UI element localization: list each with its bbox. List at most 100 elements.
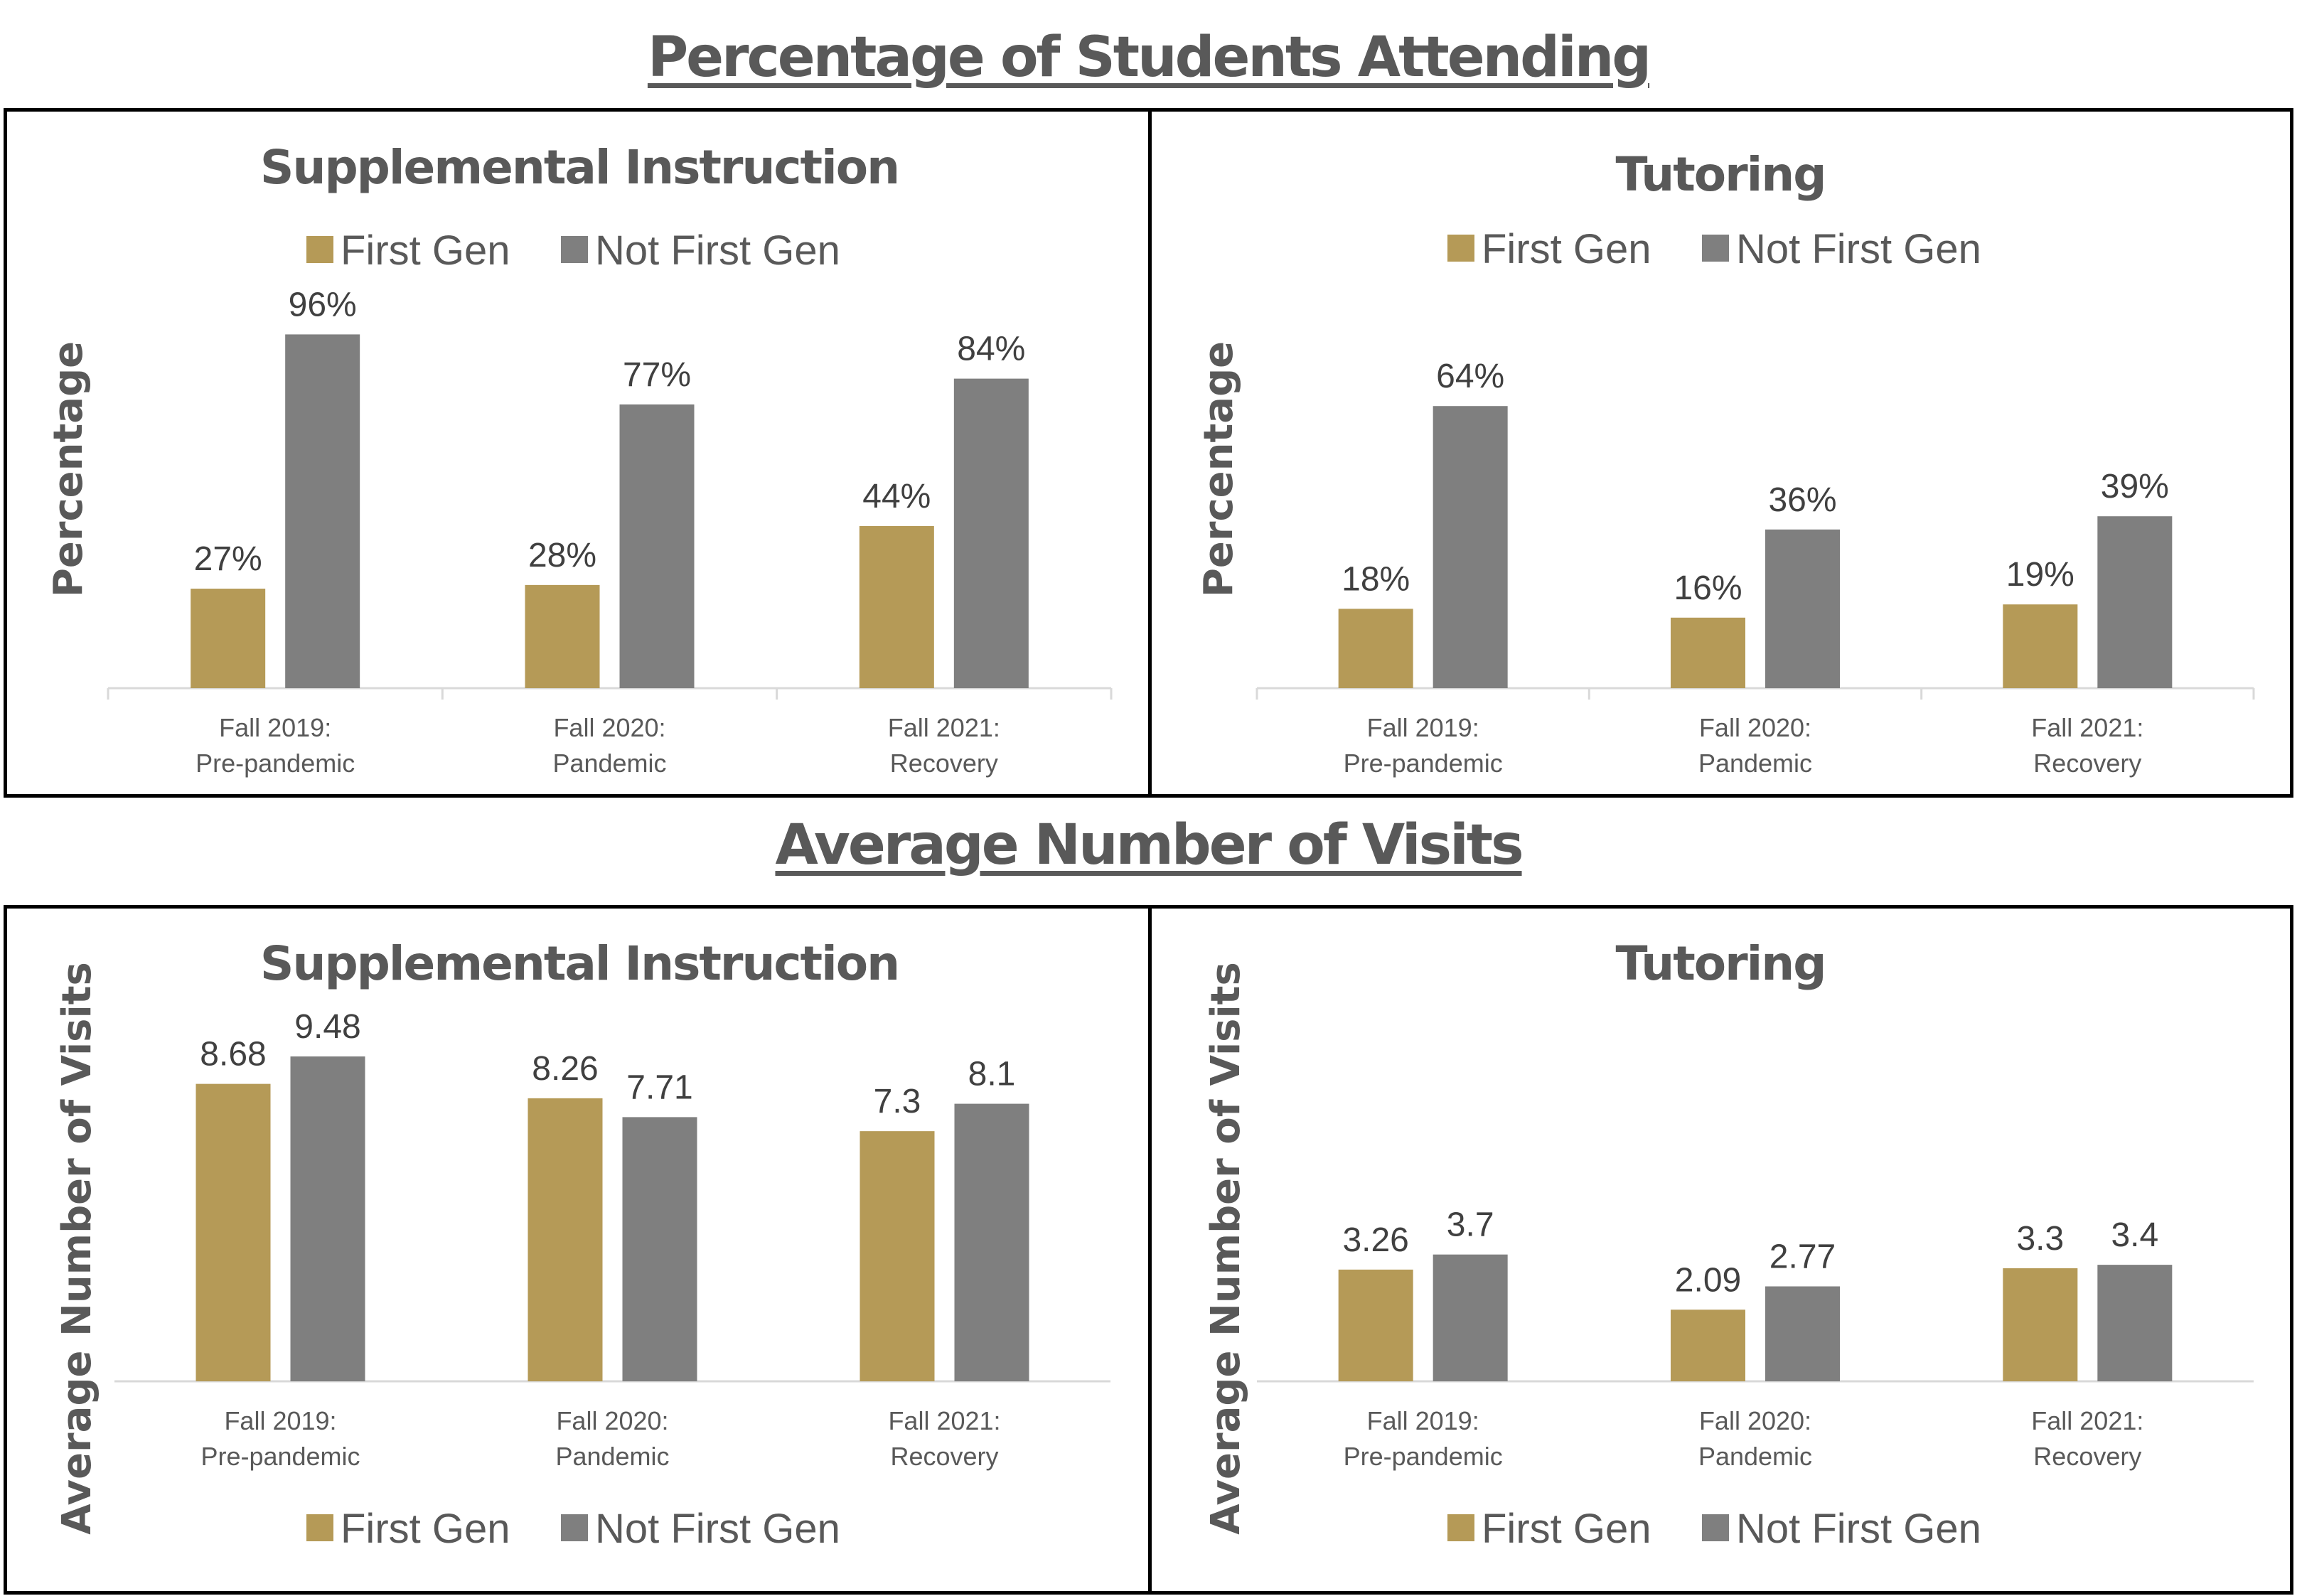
legend-swatch-first-gen bbox=[1447, 235, 1474, 262]
legend-swatch-not-first-gen bbox=[1702, 235, 1729, 262]
legend-item: Not First Gen bbox=[1702, 1506, 1981, 1552]
x-tick-label: Pre-pandemic bbox=[196, 749, 355, 778]
data-label: 28% bbox=[528, 537, 596, 574]
x-tick-label: Fall 2020: bbox=[1699, 713, 1811, 742]
data-label: 44% bbox=[862, 478, 931, 515]
legend-swatch-not-first-gen bbox=[561, 1514, 588, 1541]
legend-label: Not First Gen bbox=[595, 1506, 840, 1552]
x-tick-label: Fall 2019: bbox=[224, 1406, 336, 1435]
x-tick-label: Fall 2019: bbox=[1367, 1406, 1479, 1435]
legend-item: Not First Gen bbox=[1702, 226, 1981, 272]
legend-item: First Gen bbox=[1447, 1506, 1651, 1552]
x-tick-label: Pre-pandemic bbox=[1344, 1442, 1503, 1471]
bar-not-first-gen bbox=[2097, 516, 2173, 688]
x-tick-label: Pre-pandemic bbox=[200, 1442, 360, 1471]
bar-not-first-gen bbox=[1433, 1254, 1508, 1381]
chart-si-percentage: Supplemental Instruction Percentage First … bbox=[45, 140, 1113, 778]
data-label: 64% bbox=[1436, 358, 1504, 395]
legend: First Gen Not First Gen bbox=[1447, 226, 1981, 272]
bar-not-first-gen bbox=[954, 1103, 1029, 1381]
bar-first-gen bbox=[1671, 1310, 1745, 1381]
legend: First Gen Not First Gen bbox=[306, 227, 840, 274]
x-tick-label: Fall 2021: bbox=[888, 1406, 1000, 1435]
data-label: 2.77 bbox=[1769, 1238, 1836, 1275]
legend-swatch-first-gen bbox=[1447, 1514, 1474, 1541]
legend-item: First Gen bbox=[306, 1506, 510, 1552]
legend-item: Not First Gen bbox=[561, 227, 840, 274]
chart-title: Supplemental Instruction bbox=[260, 936, 899, 991]
data-label: 3.4 bbox=[2111, 1216, 2158, 1254]
data-label: 27% bbox=[194, 540, 262, 578]
legend-swatch-not-first-gen bbox=[561, 236, 588, 263]
legend-item: First Gen bbox=[306, 227, 510, 274]
chart-tutoring-percentage: Tutoring Percentage First Gen Not First Gen… bbox=[1196, 147, 2255, 778]
x-tick-label: Pandemic bbox=[555, 1442, 669, 1471]
y-axis-title: Average Number of Visits bbox=[54, 962, 100, 1535]
data-label: 16% bbox=[1674, 569, 1742, 607]
bar-not-first-gen bbox=[1433, 406, 1508, 688]
y-axis-title: Percentage bbox=[1196, 341, 1242, 597]
chart-tutoring-visits: Tutoring Average Number of Visits First Ge… bbox=[1203, 936, 2254, 1552]
y-axis-title: Average Number of Visits bbox=[1203, 962, 1249, 1535]
bar-first-gen bbox=[525, 584, 600, 688]
bar-not-first-gen bbox=[285, 334, 360, 688]
data-label: 77% bbox=[623, 356, 691, 394]
bar-not-first-gen bbox=[290, 1056, 365, 1381]
bar-first-gen bbox=[196, 1083, 271, 1381]
bar-first-gen bbox=[191, 589, 266, 688]
bar-first-gen bbox=[1338, 609, 1413, 688]
legend-swatch-first-gen bbox=[306, 1514, 333, 1541]
data-label: 96% bbox=[289, 286, 357, 323]
data-label: 2.09 bbox=[1675, 1261, 1741, 1299]
data-label: 19% bbox=[2006, 556, 2074, 594]
data-label: 8.68 bbox=[200, 1036, 266, 1073]
data-label: 7.3 bbox=[874, 1083, 921, 1120]
legend-label: First Gen bbox=[341, 1506, 510, 1552]
panel-divider bbox=[1148, 909, 1152, 1591]
x-tick-label: Recovery bbox=[890, 1442, 998, 1471]
x-tick-label: Pandemic bbox=[552, 749, 666, 778]
bar-not-first-gen bbox=[622, 1117, 697, 1381]
chart-si-visits: Supplemental Instruction Average Number o… bbox=[54, 936, 1110, 1552]
data-label: 84% bbox=[957, 331, 1025, 368]
legend-label: First Gen bbox=[1482, 226, 1651, 272]
bar-first-gen bbox=[528, 1098, 603, 1381]
bar-not-first-gen bbox=[1765, 529, 1840, 688]
legend-label: Not First Gen bbox=[1736, 226, 1981, 272]
section-title-percentage: Percentage of Students Attending bbox=[647, 26, 1651, 90]
legend-swatch-first-gen bbox=[306, 236, 333, 263]
x-tick-label: Fall 2019: bbox=[1367, 713, 1479, 742]
x-tick-label: Fall 2020: bbox=[556, 1406, 668, 1435]
data-label: 7.71 bbox=[626, 1069, 692, 1106]
bar-not-first-gen bbox=[619, 404, 695, 688]
x-tick-label: Recovery bbox=[890, 749, 998, 778]
legend: First Gen Not First Gen bbox=[306, 1506, 840, 1552]
panel-row-visits bbox=[4, 905, 2293, 1595]
x-tick-label: Pandemic bbox=[1698, 749, 1812, 778]
x-tick-label: Fall 2019: bbox=[219, 713, 331, 742]
bar-not-first-gen bbox=[953, 378, 1029, 688]
legend-swatch-not-first-gen bbox=[1702, 1514, 1729, 1541]
x-tick-label: Fall 2020: bbox=[553, 713, 665, 742]
data-label: 3.26 bbox=[1342, 1221, 1408, 1259]
legend-label: Not First Gen bbox=[1736, 1506, 1981, 1552]
bar-first-gen bbox=[1671, 617, 1745, 688]
data-label: 3.3 bbox=[2016, 1220, 2064, 1258]
panel-row-percentage bbox=[4, 108, 2293, 798]
bar-not-first-gen bbox=[2097, 1265, 2173, 1381]
bar-first-gen bbox=[2003, 604, 2078, 688]
data-label: 3.7 bbox=[1447, 1206, 1494, 1244]
legend-label: First Gen bbox=[341, 227, 510, 274]
bar-not-first-gen bbox=[1765, 1286, 1840, 1381]
bar-first-gen bbox=[859, 525, 934, 688]
legend-item: Not First Gen bbox=[561, 1506, 840, 1552]
data-label: 39% bbox=[2101, 468, 2169, 505]
data-label: 8.1 bbox=[968, 1056, 1016, 1093]
panel-divider bbox=[1148, 112, 1152, 794]
x-tick-label: Fall 2021: bbox=[2031, 1406, 2143, 1435]
chart-title: Tutoring bbox=[1615, 147, 1825, 202]
bar-first-gen bbox=[1338, 1269, 1413, 1381]
x-tick-label: Recovery bbox=[2033, 1442, 2141, 1471]
data-label: 18% bbox=[1342, 560, 1410, 598]
x-tick-label: Fall 2021: bbox=[2031, 713, 2143, 742]
